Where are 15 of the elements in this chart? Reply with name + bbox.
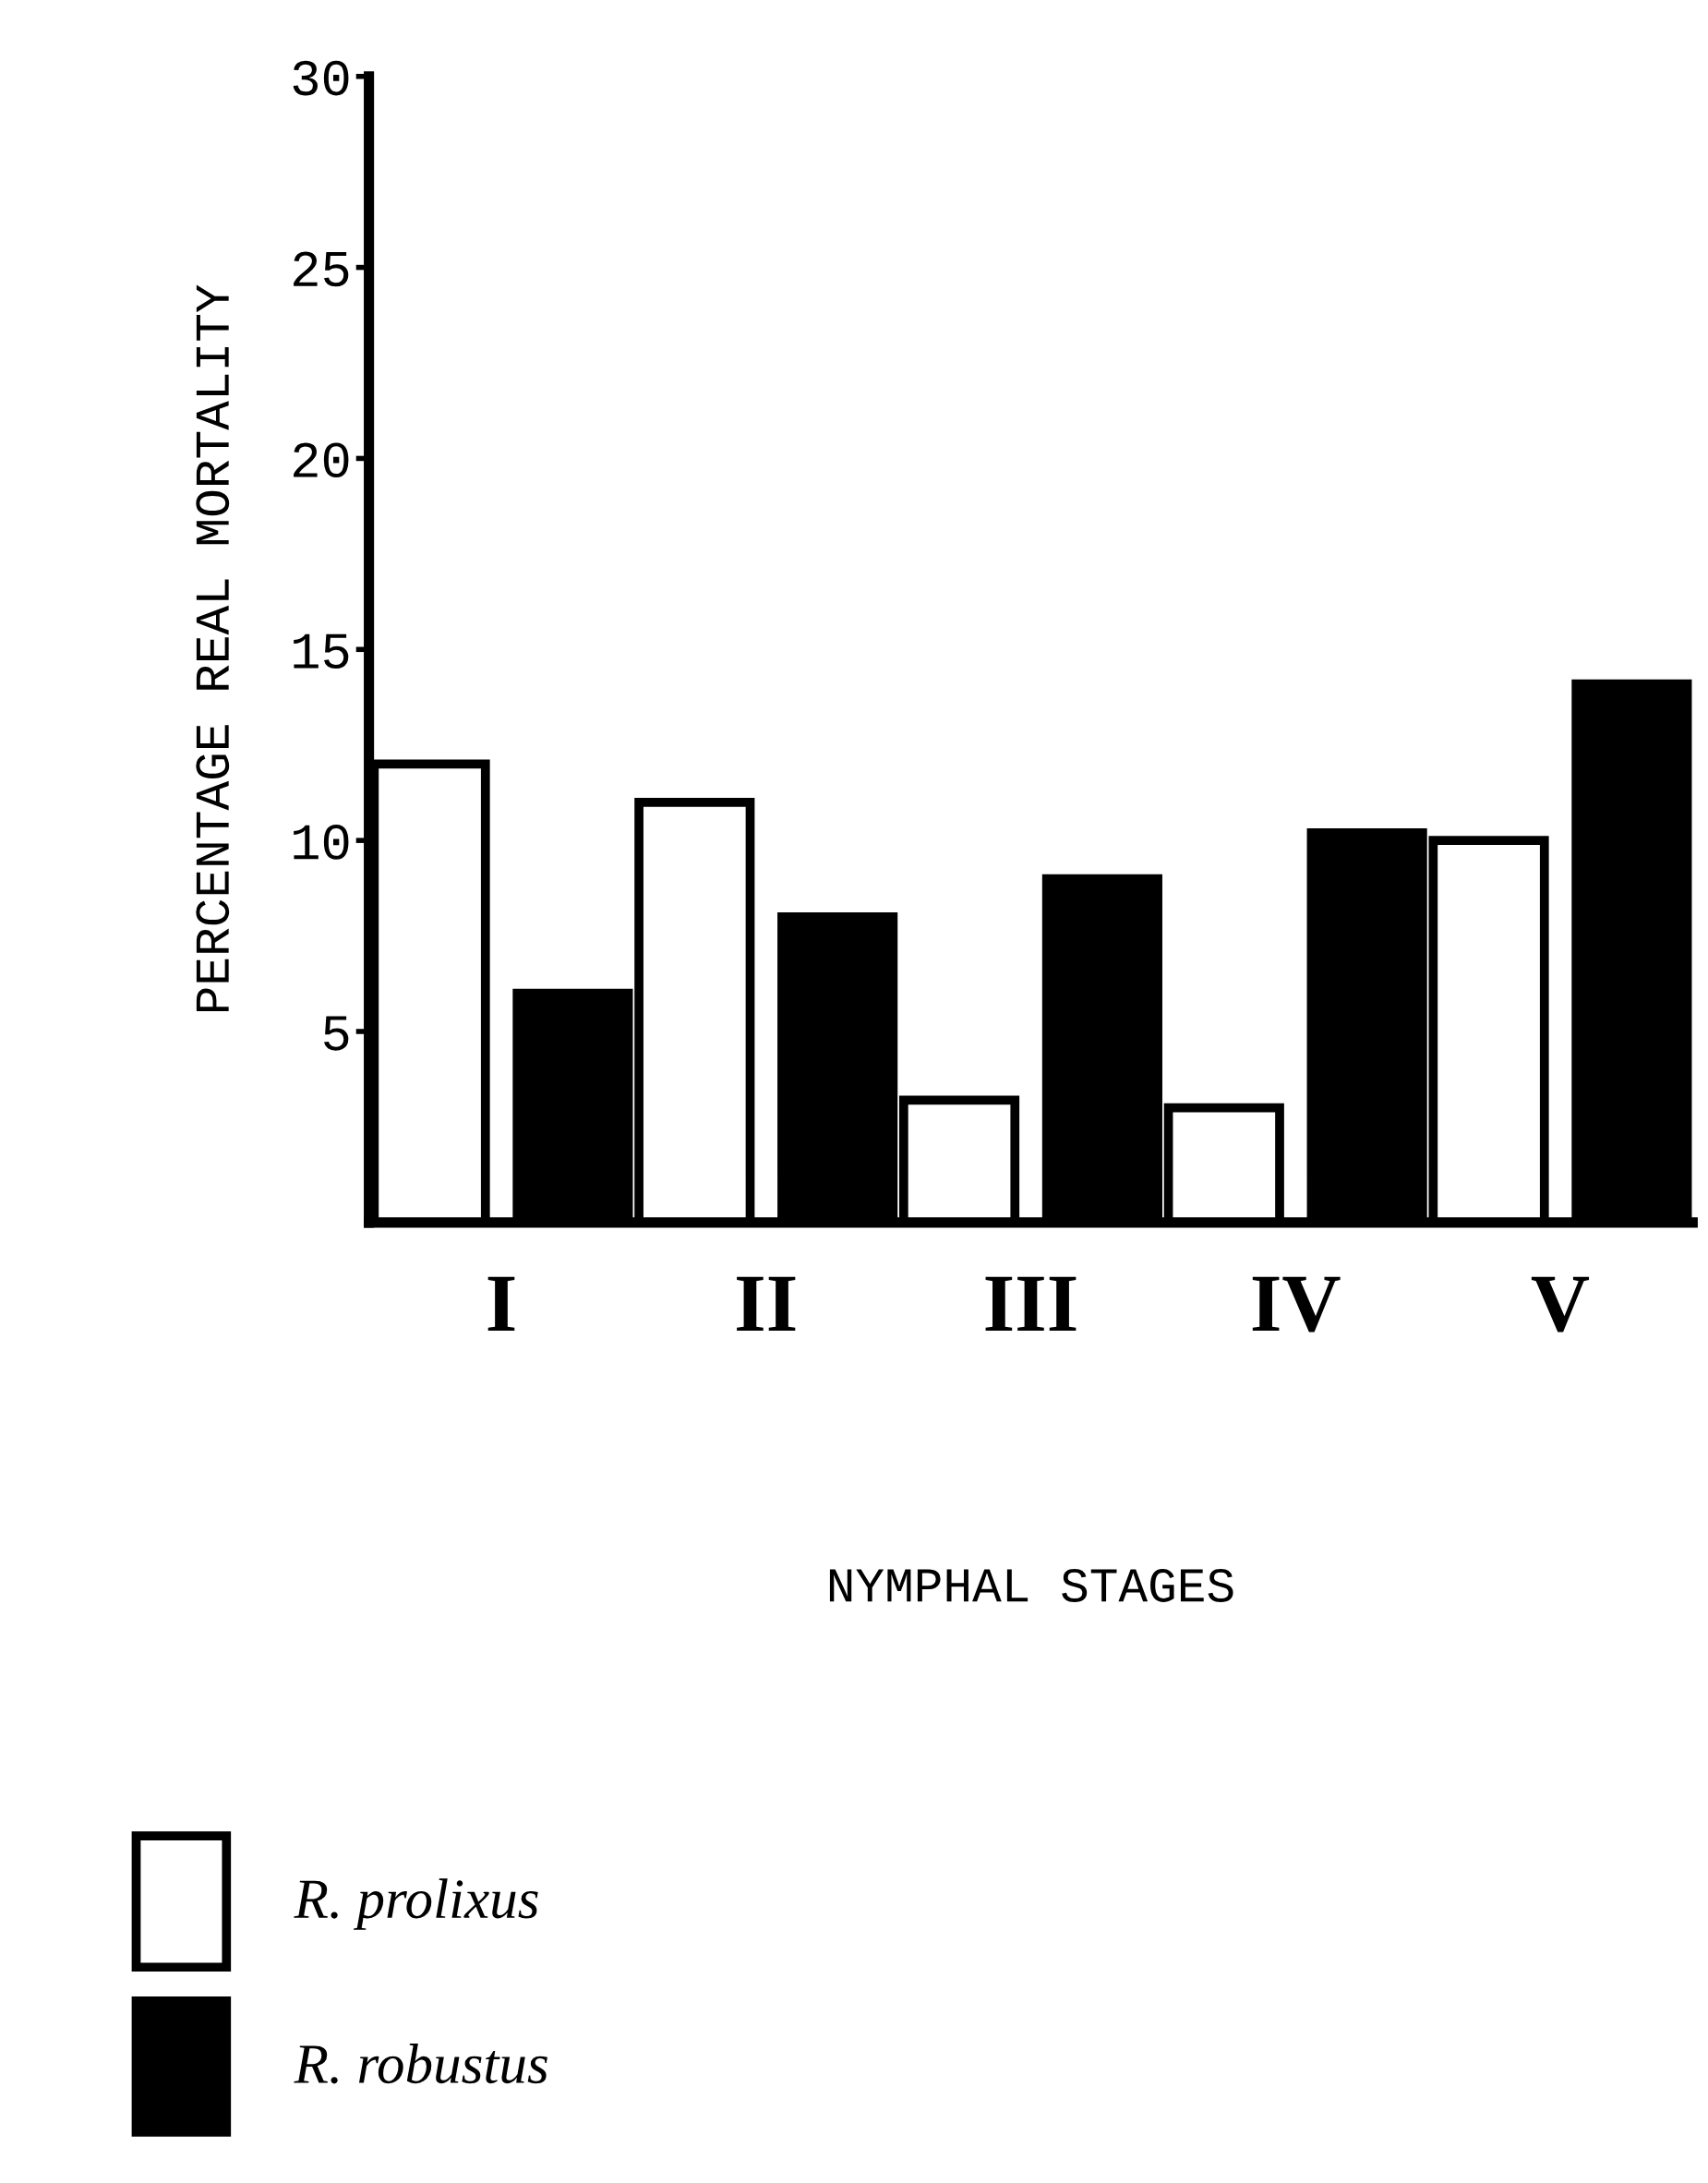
y-tick-label: 30 (293, 60, 349, 96)
x-tick-label: III (985, 1276, 1077, 1332)
x-tick-label: II (737, 1276, 796, 1332)
y-tick-label: 25 (294, 251, 349, 287)
x-tick-label: IV (1252, 1276, 1341, 1333)
legend-label: R. prolixus (294, 1878, 538, 1930)
x-tick-label: I (487, 1276, 515, 1332)
x-axis-title: NYMPHAL STAGES (829, 1569, 1233, 1602)
y-axis-title: PERCENTAGE REAL MORTALITY (196, 284, 230, 1012)
y-tick-label: 15 (294, 633, 349, 669)
y-tick-label: 5 (323, 1016, 349, 1051)
y-tick-label: 20 (294, 442, 349, 478)
legend-label: R. robustus (294, 2044, 547, 2084)
x-tick-label: V (1531, 1276, 1590, 1333)
y-tick-label: 10 (294, 825, 349, 860)
